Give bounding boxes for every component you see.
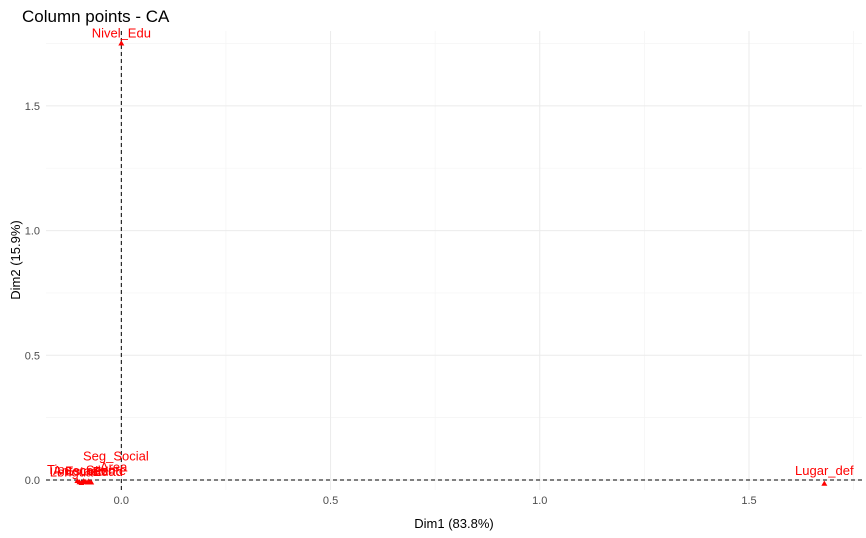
x-tick-label: 0.0: [114, 495, 129, 507]
point-label: Lugar_def: [795, 463, 854, 478]
point-label: Seg_Social: [83, 449, 149, 464]
data-point: [118, 40, 125, 46]
x-axis-title: Dim1 (83.8%): [414, 516, 493, 531]
y-tick-label: 1.0: [25, 226, 40, 238]
point-label: Nivel_Edu: [92, 25, 151, 40]
y-axis-ticks: 0.0 0.5 1.0 1.5: [25, 101, 40, 487]
y-axis-title: Dim2 (15.9%): [8, 220, 23, 299]
x-axis-ticks: 0.0 0.5 1.0 1.5: [114, 495, 757, 507]
x-tick-label: 1.0: [532, 495, 547, 507]
point-label: Sexo: [86, 463, 116, 478]
grid: [46, 31, 862, 490]
data-point: [821, 480, 828, 486]
y-tick-label: 0.5: [25, 350, 40, 362]
x-tick-label: 0.5: [323, 495, 338, 507]
point-label: Edad: [93, 464, 123, 479]
point-label: Antecedente: [53, 463, 126, 478]
chart-title: Column points - CA: [22, 7, 170, 26]
y-tick-label: 1.5: [25, 101, 40, 113]
data-points: [74, 40, 828, 486]
reference-lines: [46, 31, 862, 490]
point-label: Lengua: [50, 464, 94, 479]
data-point: [74, 477, 81, 484]
point-label: Area: [100, 459, 128, 474]
data-point: [88, 479, 95, 485]
point-labels: Nivel_Edu Lugar_def Seg_SocialAreaEdadSexo…: [47, 25, 854, 479]
y-tick-label: 0.0: [25, 475, 40, 487]
point-label: Tipo: [47, 462, 72, 477]
point-label: Estado: [65, 464, 105, 479]
x-tick-label: 1.5: [741, 495, 756, 507]
